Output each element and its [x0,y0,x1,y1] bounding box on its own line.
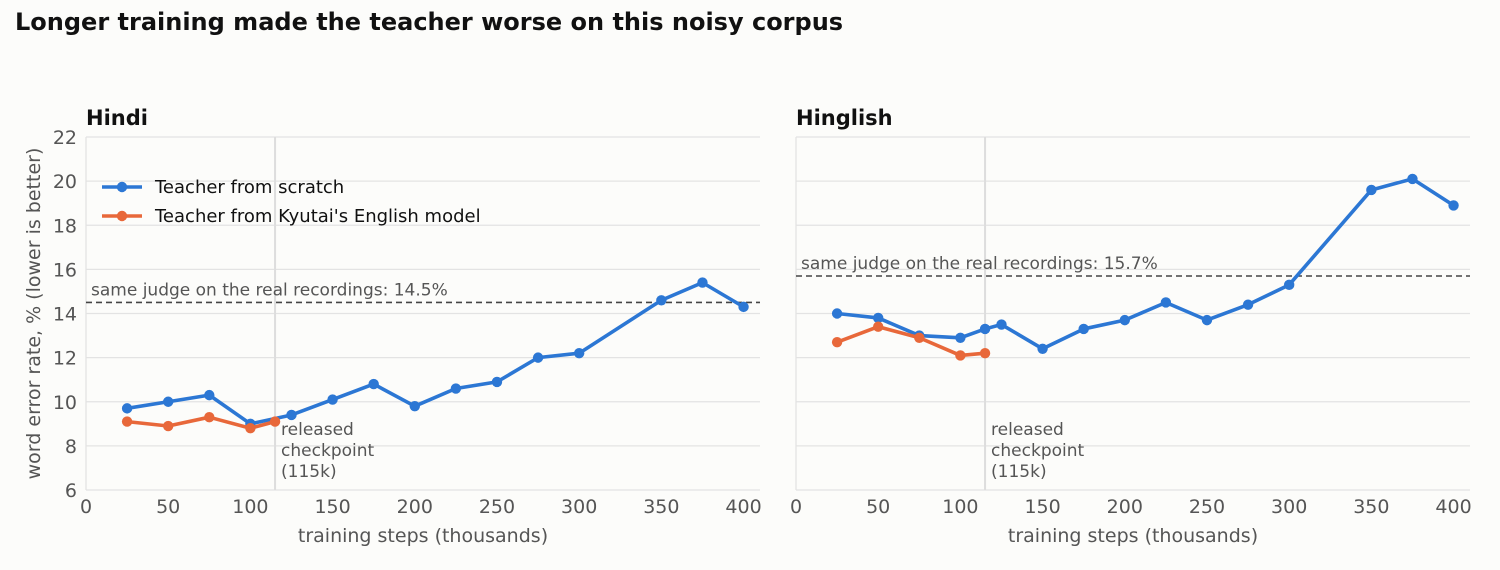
data-point [1201,314,1213,326]
data-point [1160,297,1172,308]
data-point [914,332,925,343]
panel-hinglish: Hinglish 0 50 100 150 200 250 300 350 400 training… [790,106,1472,547]
release-marker-label: released [281,420,354,440]
x-tick-label: 50 [866,496,890,518]
data-point [162,396,174,407]
data-point [996,319,1007,330]
series-kyutai [121,411,281,434]
data-point [697,277,708,288]
data-point [204,411,215,423]
legend-entry-label: Teacher from Kyutai's English model [154,206,481,227]
data-point [573,348,585,359]
data-point [327,394,338,405]
x-tick-label: 100 [232,496,268,518]
data-point [269,416,281,427]
data-point [1448,200,1459,211]
legend-swatch-marker [116,210,128,222]
x-tick-label: 150 [314,496,350,518]
data-point [1283,279,1295,291]
data-point [245,423,256,434]
panel-hindi: Hindi 6 8 10 12 14 16 18 20 22 0 50 100 150 200 250 300 3… [23,106,762,547]
y-tick-label: 8 [65,436,77,458]
data-point [286,409,297,421]
release-marker-label: checkpoint [991,441,1084,461]
legend-swatch-marker [116,181,128,193]
y-tick-label: 12 [53,348,77,370]
x-tick-label: 400 [725,496,761,518]
data-point [1078,323,1089,335]
y-tick-label: 20 [53,171,77,193]
x-tick-label: 0 [790,496,802,518]
series-line [125,280,746,426]
data-point [738,301,749,313]
series-line [835,177,1456,351]
data-point [872,321,884,332]
figure-title: Longer training made the teacher worse o… [15,8,844,36]
data-point [409,400,420,412]
x-tick-label: 150 [1024,496,1060,518]
data-point [872,312,884,324]
x-tick-label: 350 [643,496,679,518]
x-tick-label: 250 [479,496,515,518]
data-point [1242,299,1254,310]
data-point [831,308,843,319]
data-point [1119,314,1130,326]
x-tick-label: 300 [1271,496,1307,518]
panel-title: Hinglish [796,106,893,130]
data-point [1407,173,1418,185]
reference-line-label: same judge on the real recordings: 14.5% [91,280,448,300]
x-tick-label: 50 [156,496,180,518]
legend-entry-label: Teacher from scratch [154,177,344,198]
data-point [656,295,667,306]
series-scratch [831,173,1459,354]
data-point [1037,343,1048,354]
y-tick-label: 6 [65,480,77,502]
data-point [831,336,843,348]
legend: Teacher from scratch Teacher from Kyutai'… [102,177,481,227]
y-tick-label: 10 [53,392,77,414]
x-tick-label: 0 [80,496,92,518]
x-tick-label: 300 [561,496,597,518]
data-point [121,416,133,427]
release-marker-label: released [991,420,1064,440]
x-tick-label: 100 [942,496,978,518]
reference-line-label: same judge on the real recordings: 15.7% [801,254,1158,274]
data-point [955,350,966,361]
y-tick-label: 16 [53,259,77,281]
data-point [368,378,379,390]
x-tick-label: 200 [397,496,433,518]
panel-title: Hindi [86,106,148,130]
y-tick-label: 18 [53,215,77,237]
release-marker-label: (115k) [991,462,1047,482]
data-point [491,376,503,388]
data-point [121,403,133,414]
x-tick-label: 350 [1353,496,1389,518]
data-point [162,420,174,432]
y-tick-label: 14 [53,304,77,326]
series-kyutai [831,321,991,361]
x-axis-label: training steps (thousands) [1008,525,1258,547]
data-point [532,352,544,363]
series-scratch [121,277,749,430]
release-marker-label: (115k) [281,462,337,482]
x-tick-label: 400 [1435,496,1471,518]
x-axis-label: training steps (thousands) [298,525,548,547]
data-point [1366,184,1377,196]
y-axis-label: word error rate, % (lower is better) [23,148,45,480]
y-tick-label: 22 [53,127,77,149]
data-point [955,332,966,343]
data-point [204,389,215,401]
data-point [450,383,462,394]
x-tick-label: 200 [1107,496,1143,518]
data-point [979,323,991,335]
release-marker-label: checkpoint [281,441,374,461]
x-tick-label: 250 [1189,496,1225,518]
data-point [979,348,991,359]
